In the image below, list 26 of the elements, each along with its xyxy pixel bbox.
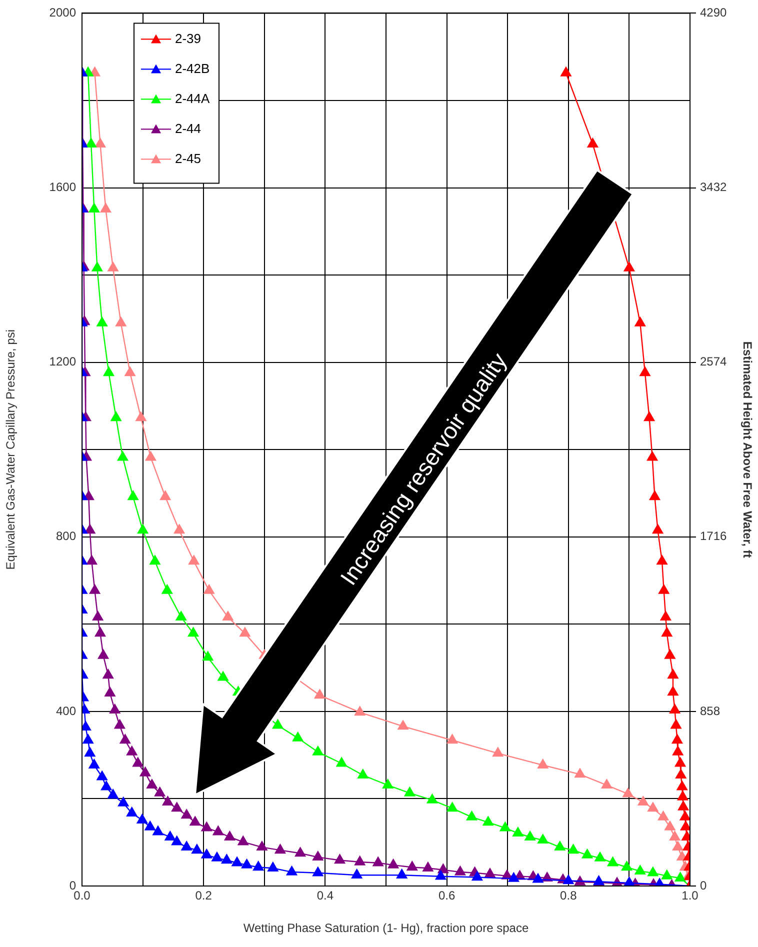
x-tick-label: 0.8	[560, 888, 578, 903]
y-tick-label: 1200	[49, 354, 76, 369]
y-tick-label: 800	[56, 529, 76, 544]
y2-tick-label: 2574	[700, 354, 728, 369]
legend-label: 2-44A	[175, 90, 210, 106]
y2-tick-label: 3432	[700, 180, 728, 194]
y-tick-label: 1600	[49, 180, 76, 194]
legend-label: 2-45	[175, 150, 202, 166]
y-tick-label: 2000	[49, 6, 76, 20]
x-tick-label: 0.2	[195, 888, 212, 903]
x-tick-label: 1.0	[682, 888, 699, 903]
y2-tick-label: 4290	[700, 6, 728, 20]
legend-label: 2-39	[175, 30, 202, 46]
x-axis-title: Wetting Phase Saturation (1- Hg), fraction pore space	[243, 921, 529, 936]
y2-tick-label: 858	[700, 704, 720, 718]
x-tick-label: 0.0	[74, 888, 91, 903]
x-tick-label: 0.6	[438, 888, 456, 903]
y-tick-label: 400	[56, 704, 76, 718]
legend-label: 2-44	[175, 120, 202, 136]
y2-tick-label: 0	[700, 878, 707, 892]
y2-axis-title: Estimated Height Above Free Water, ft	[740, 341, 754, 558]
y-axis-title: Equivalent Gas-Water Capillary Pressure, psi	[4, 329, 18, 570]
y2-tick-label: 1716	[700, 529, 728, 544]
x-tick-label: 0.4	[316, 888, 334, 903]
legend-label: 2-42B	[175, 60, 210, 76]
y-tick-label: 0	[69, 878, 76, 892]
